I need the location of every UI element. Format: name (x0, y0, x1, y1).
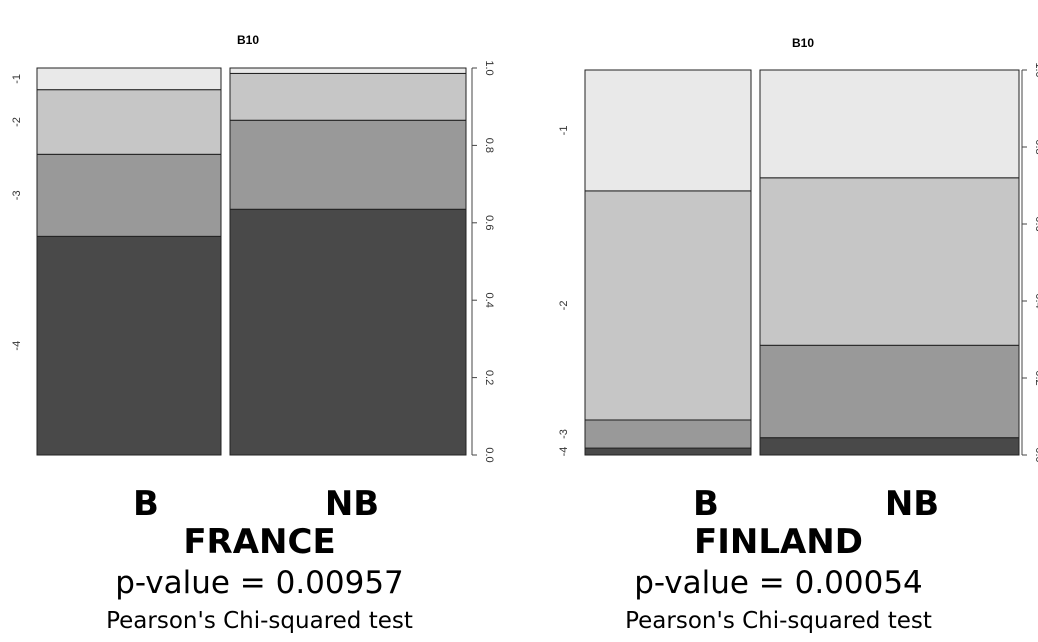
segment-nb-level-3 (759, 344, 1020, 439)
right-axis-tick-label: 0.8 (483, 138, 495, 153)
segment-nb-level-2 (759, 177, 1020, 346)
segment-b-level-4 (584, 447, 752, 456)
category-label-b: B (693, 484, 719, 524)
segment-b-level-3 (584, 419, 752, 449)
left-axis-level-label: -2 (558, 301, 570, 311)
right-axis-tick-label: 0.2 (1033, 370, 1038, 385)
right-axis-tick-label: 1.0 (1033, 62, 1038, 77)
right-axis-tick-label: 0.4 (483, 293, 495, 308)
right-axis-tick-label: 0.0 (483, 447, 495, 462)
left-axis-level-label: -1 (11, 74, 23, 84)
right-axis-tick-label: 0.6 (483, 215, 495, 230)
category-label-nb: NB (884, 484, 940, 524)
segment-nb-level-4 (229, 208, 467, 456)
category-label-b: B (133, 484, 159, 524)
finland-panel: B10 -4 -3 -2 -1 0.0 0.2 0.4 0.6 0.8 1.0 B NB FINLA… (519, 0, 1038, 642)
right-axis-tick-label: 0.4 (1033, 293, 1038, 308)
left-axis-level-label: -3 (11, 190, 23, 200)
segment-b-level-4 (36, 235, 222, 456)
segment-nb-level-1 (759, 69, 1020, 179)
country-name: FRANCE (183, 522, 336, 562)
left-axis-level-label: -1 (558, 126, 570, 136)
test-name-text: Pearson's Chi-squared test (625, 608, 932, 634)
segment-b-level-1 (584, 69, 752, 192)
right-axis-tick-label: 0.8 (1033, 139, 1038, 154)
segment-b-level-1 (36, 67, 222, 91)
test-name-text: Pearson's Chi-squared test (106, 608, 413, 634)
category-label-nb: NB (324, 484, 380, 524)
right-axis-tick-label: 0.2 (483, 370, 495, 385)
p-value-text: p-value = 0.00054 (634, 565, 923, 601)
left-axis-level-label: -4 (558, 447, 570, 457)
france-panel: B10 -4 -3 -2 -1 0.0 0.2 0.4 0.6 0.8 1.0 B NB FRANC… (11, 33, 495, 634)
left-axis-level-label: -4 (11, 341, 23, 351)
segment-nb-level-4 (759, 437, 1020, 456)
segment-nb-level-2 (229, 72, 467, 121)
finland-spine-plot: B10 -4 -3 -2 -1 0.0 0.2 0.4 0.6 0.8 1.0 (558, 36, 1038, 463)
france-spine-plot: B10 -4 -3 -2 -1 0.0 0.2 0.4 0.6 0.8 1.0 (11, 33, 495, 463)
segment-nb-level-1 (229, 67, 467, 74)
left-axis-level-label: -3 (558, 429, 570, 439)
right-axis-tick-label: 0.6 (1033, 216, 1038, 231)
country-name: FINLAND (694, 522, 863, 562)
segment-nb-level-3 (229, 119, 467, 210)
plot-title: B10 (792, 36, 814, 50)
right-axis-tick-label: 1.0 (483, 60, 495, 75)
plot-title: B10 (237, 33, 259, 47)
segment-b-level-3 (36, 153, 222, 237)
segment-b-level-2 (584, 190, 752, 421)
left-axis-level-label: -2 (11, 117, 23, 127)
p-value-text: p-value = 0.00957 (115, 565, 404, 601)
right-axis-tick-label: 0.0 (1033, 447, 1038, 462)
segment-b-level-2 (36, 89, 222, 155)
